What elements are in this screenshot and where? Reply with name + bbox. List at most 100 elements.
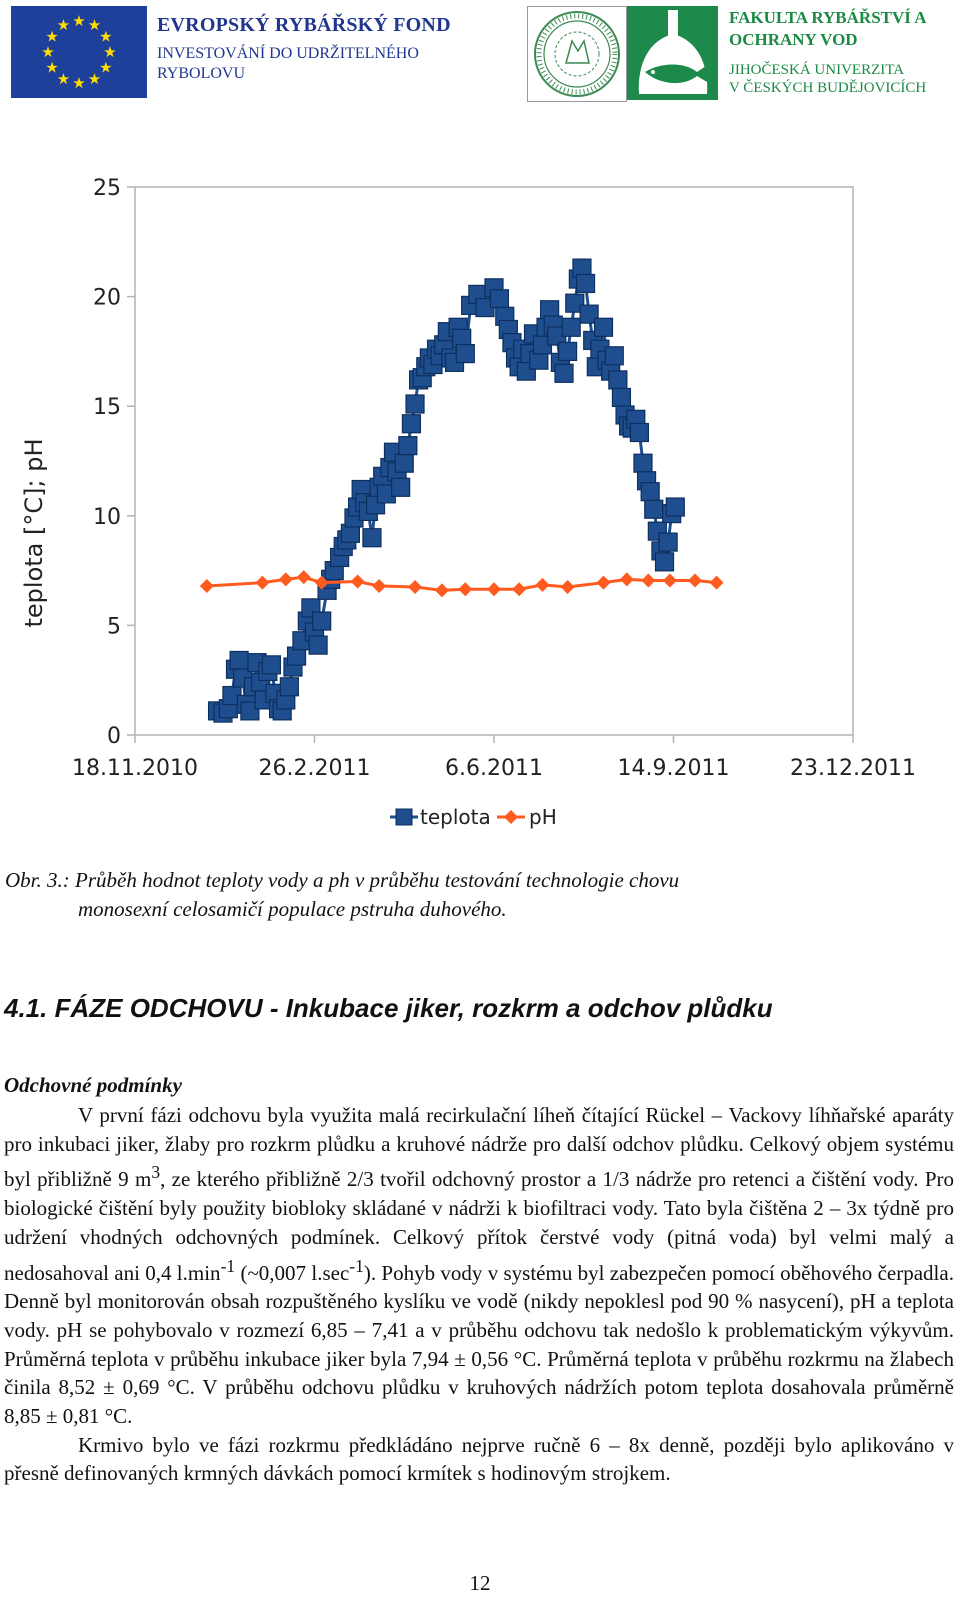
data-point [662,573,677,588]
eu-star-icon: ★ [45,30,58,46]
series-teplota [207,258,685,723]
university-seal-icon [527,6,627,102]
data-point [278,572,293,587]
y-axis: 0 5 10 15 20 25 [93,176,135,749]
temperature-ph-chart: 0 5 10 15 20 25 18.11.2010 26.2.2011 6.6.2011 14… [20,176,916,829]
data-point [408,580,423,595]
data-point [611,387,632,408]
legend-marker [395,808,413,826]
data-point [593,317,614,337]
data-point [654,552,675,572]
data-point [596,575,611,590]
data-point [629,422,649,443]
body-text: V první fázi odchovu byla využita malá r… [4,1101,954,1488]
data-point [308,635,328,655]
data-point [455,343,475,364]
data-point [312,611,332,631]
eu-fund-subtitle-line1: INVESTOVÁNÍ DO UDRŽITELNÉHO [157,45,419,62]
paragraph-2: Krmivo bylo ve fázi rozkrmu předkládáno … [4,1432,954,1486]
eu-star-icon: ★ [88,18,101,34]
superscript-minus-1-b: -1 [349,1255,364,1276]
eu-star-icon: ★ [41,45,54,61]
y-tick-label: 25 [93,176,121,201]
x-tick-label: 18.11.2010 [72,756,198,781]
y-tick-label: 0 [107,724,121,749]
x-tick-label: 26.2.2011 [259,756,371,781]
eu-fund-subtitle: INVESTOVÁNÍ DO UDRŽITELNÉHO RYBOLOVU [157,44,419,84]
data-point [314,575,329,590]
superscript-3: 3 [151,1162,161,1183]
data-point [579,304,599,324]
caption-line1: Obr. 3.: Průběh hodnot teploty vody a ph… [5,868,680,892]
data-point [261,655,282,675]
eu-star-icon: ★ [99,30,112,46]
data-point [391,477,411,497]
data-point [372,578,387,593]
x-axis: 18.11.2010 26.2.2011 6.6.2011 14.9.2011 23.1… [72,735,916,781]
chart-legend: teplota pH [390,805,557,829]
data-point [554,363,574,383]
faculty-title: FAKULTA RYBÁŘSTVÍ A OCHRANY VOD [729,7,926,51]
data-point [644,499,664,519]
data-point [535,577,550,592]
data-point [279,677,299,697]
data-point [405,394,425,414]
superscript-minus-1: -1 [220,1255,236,1276]
data-point [394,453,414,473]
data-point [350,574,365,589]
data-point [255,575,270,590]
figure-caption: Obr. 3.: Průběh hodnot teploty vody a ph… [5,866,955,924]
paragraph-1-part2: , ze kterého přibližně 2/3 tvořil odchov… [4,1167,954,1285]
eu-star-icon: ★ [72,76,85,92]
data-point [240,701,260,721]
data-point [489,289,509,309]
y-axis-title: teplota [°C]; pH [20,439,48,628]
data-point [512,582,527,597]
page-number: 12 [469,1571,491,1595]
data-point [608,370,628,390]
university-name-line1: JIHOČESKÁ UNIVERZITA [729,62,905,78]
data-point [362,528,382,548]
data-point [640,482,660,502]
legend-item-teplota: teplota [390,805,491,829]
fish-logo-icon [627,6,718,100]
sub-heading: Odchovné podmínky [4,1073,182,1097]
data-point [296,570,311,585]
data-point [487,582,501,597]
eu-flag-icon: ★ ★ ★ ★ ★ ★ ★ ★ ★ ★ ★ ★ [11,6,147,98]
data-point [641,573,656,588]
university-name-line2: V ČESKÝCH BUDĚJOVICÍCH [729,80,927,96]
faculty-title-line2: OCHRANY VOD [729,30,858,49]
eu-star-icon: ★ [99,61,112,77]
legend-label: pH [529,805,557,829]
data-point [557,341,578,361]
x-tick-label: 23.12.2011 [790,756,916,781]
x-tick-label: 6.6.2011 [445,756,543,781]
legend-label: teplota [420,805,491,829]
data-point [575,273,596,294]
eu-star-icon: ★ [57,18,70,34]
data-point [458,582,473,597]
data-point [619,572,634,587]
legend-item-ph: pH [497,805,557,829]
y-tick-label: 15 [93,395,121,420]
data-point [565,293,585,313]
series-layer [199,258,724,723]
data-point [688,573,703,588]
data-point [398,436,418,456]
paragraph-1-part4: ). Pohyb vody v systému byl zabezpečen p… [4,1260,954,1429]
page-header: ★ ★ ★ ★ ★ ★ ★ ★ ★ ★ ★ ★ EVROPSKÝ RYBÁŘSKÝ FOND INVE… [0,0,960,110]
y-tick-label: 20 [93,286,121,311]
eu-star-icon: ★ [88,72,101,88]
data-point [401,414,422,434]
section-heading: 4.1. FÁZE ODCHOVU - Inkubace jiker, rozk… [4,993,773,1023]
eu-fund-subtitle-line2: RYBOLOVU [157,65,246,82]
y-tick-label: 10 [93,505,121,530]
data-point [633,453,653,473]
y-tick-label: 5 [107,614,121,639]
eu-star-icon: ★ [57,72,70,88]
paragraph-1-part3: (~0,007 l.sec [235,1260,350,1285]
data-point [709,575,724,590]
data-point [561,317,581,337]
eu-star-icon: ★ [103,45,116,61]
